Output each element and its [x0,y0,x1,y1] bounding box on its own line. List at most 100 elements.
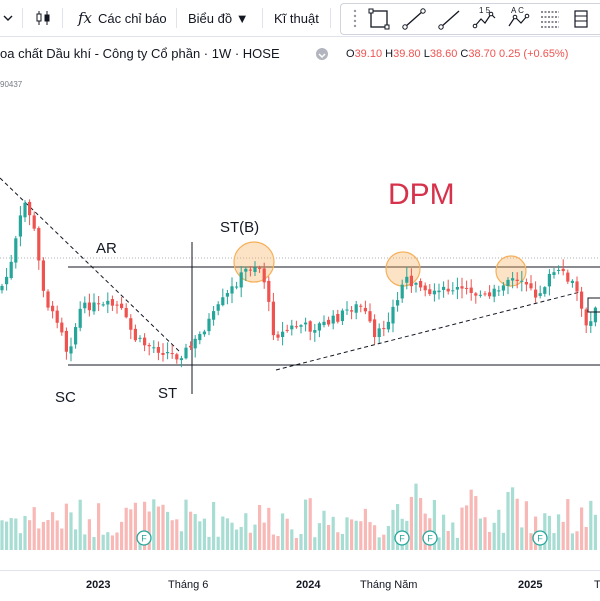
volume-bar [14,518,18,550]
volume-bar [547,515,551,550]
volume-bar [589,500,593,550]
volume-bar [9,518,13,550]
candle-body [14,238,18,263]
candle-body [354,304,358,313]
volume-bar [281,513,285,550]
candle-body [110,299,114,306]
candle-body [363,307,367,312]
uptrend-line [275,291,581,371]
volume-bar [566,499,570,550]
volume-bar [18,533,22,550]
trend-line-icon[interactable] [402,8,426,30]
candle-body [547,273,551,287]
candle-body [55,310,59,323]
candle-body [175,354,179,360]
candle-body [0,285,4,291]
elliott-wave-icon[interactable]: 1 5 [472,6,496,29]
volume-bar [331,516,335,550]
time-axis: 2023 Tháng 6 2024 Tháng Năm 2025 T [0,570,600,601]
candle-body [386,321,390,330]
volume-bar [152,499,156,550]
volume-bar [313,537,317,550]
volume-bar [386,525,390,550]
symbol-title[interactable]: oa chất Dầu khí - Công ty Cổ phần · 1W ·… [0,46,280,61]
volume-bar [368,522,372,550]
candle-body [294,326,298,328]
candle-body [359,305,363,307]
chart-type-button[interactable]: Biểu đồ ▼ [188,0,249,36]
volume-bar [446,530,450,550]
candle-body [589,321,593,326]
rectangle-icon[interactable] [368,8,390,30]
candlestick-chart-icon[interactable] [34,0,52,36]
volume-bar [235,529,239,550]
volume-bar [488,531,492,550]
volume-bar [207,536,211,550]
candle-body [92,302,96,312]
volume-bar [124,507,128,550]
volume-bar [561,521,565,550]
candle-body [179,358,183,361]
top-toolbar: fx Các chỉ báo Biểu đồ ▼ Kĩ thuật [0,0,600,37]
candle-body [501,285,505,291]
volume-bar [322,510,326,550]
volume-bar [593,514,597,550]
volume-bar [97,503,101,550]
fib-retracement-icon[interactable] [541,11,559,28]
earnings-marker[interactable]: F [422,530,438,546]
volume-bar [46,519,50,550]
volume-bar [391,509,395,550]
volume-bar [304,499,308,550]
volume-bar [69,512,73,550]
earnings-marker[interactable]: F [532,530,548,546]
volume-bar [584,526,588,550]
symbol-options-icon[interactable] [316,48,328,60]
highlight-circle [495,255,527,287]
candle-body [511,278,515,281]
volume-bar [524,501,528,550]
candle-body [276,334,280,338]
candle-body [120,303,124,309]
candle-body [207,318,211,332]
high-label: H [385,48,394,60]
candle-body [156,346,160,353]
candle-body [308,321,312,332]
earnings-marker[interactable]: F [394,530,410,546]
event-markers: FDDFFDDFFFFFFFFF [136,530,548,546]
volume-bar [212,501,216,550]
highlight-circle [385,251,421,287]
volume-bar [221,516,225,550]
candle-body [271,301,275,336]
volume-bar [271,534,275,550]
candle-body [409,275,413,287]
price-chart[interactable]: FDDFFDDFFFFFFFFF DPM AR SC ST ST(B) [0,70,600,550]
earnings-marker[interactable]: F [136,530,152,546]
volume-bar [0,520,4,550]
candle-body [373,319,377,338]
volume-bar [294,537,298,550]
indicators-button[interactable]: fx Các chỉ báo [78,0,167,36]
candle-body [469,287,473,293]
chevron-down-icon[interactable] [2,0,16,36]
volume-bar [465,505,469,550]
open-label: O [346,48,355,60]
abc-wave-icon[interactable]: A C [508,6,530,27]
volume-bar [262,522,266,550]
technical-button[interactable]: Kĩ thuật [274,0,319,36]
candle-body [340,310,344,322]
candles [0,199,597,368]
candle-body [235,286,239,288]
volume-bar [382,534,386,550]
ray-line-icon[interactable] [438,10,460,30]
axis-label-2025: 2025 [518,579,543,591]
candle-body [368,311,372,322]
volume-bar [478,518,482,550]
volume-bar [552,533,556,550]
candle-body [350,310,354,312]
candle-body [147,344,151,347]
marker-letter: F [537,534,543,544]
more-tools-icon[interactable] [574,10,588,28]
candle-body [396,300,400,306]
candle-body [170,353,174,355]
volume-bar [340,533,344,550]
